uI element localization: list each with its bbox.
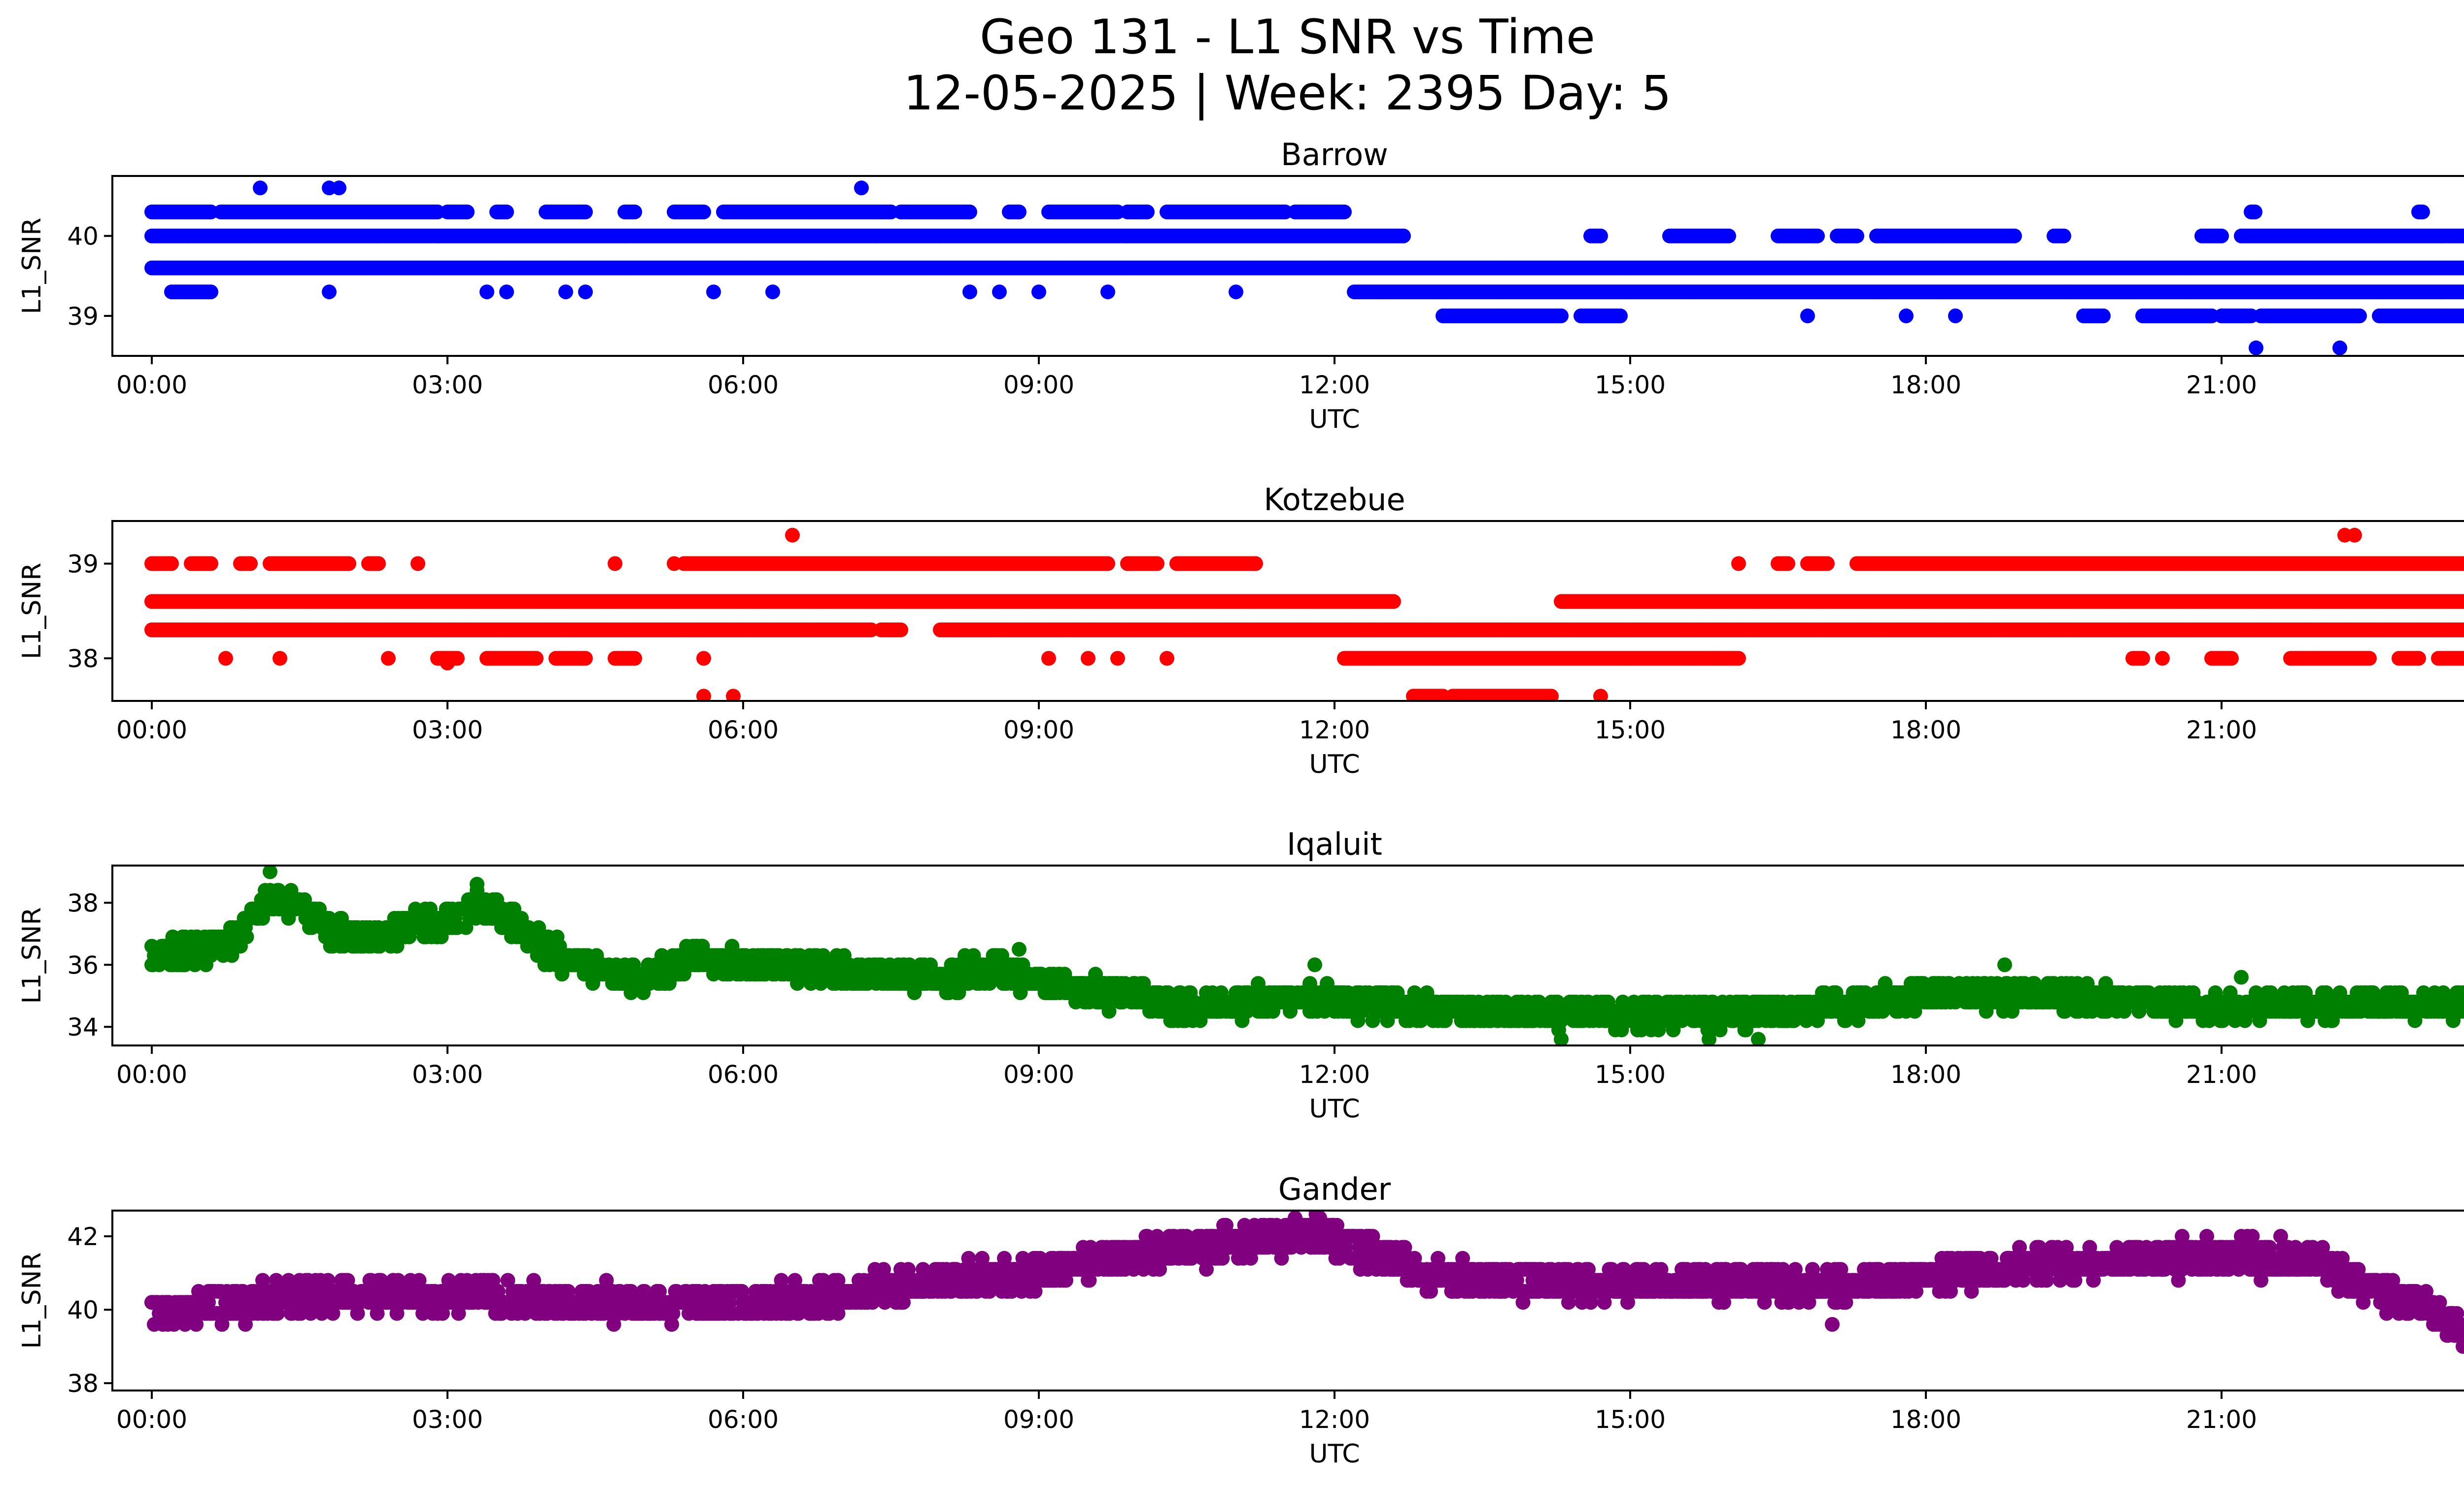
x-tick-label: 09:00 [1003,371,1074,399]
data-point [2463,231,2464,241]
outlier-point [2332,340,2347,355]
data-point [1396,228,1411,243]
outlier-point [765,284,780,300]
outlier-point [962,284,977,300]
outlier-point [499,284,514,300]
data-point [1810,228,1825,243]
outlier-point [479,284,494,300]
data-points [144,180,2464,355]
figure-title-line1: Geo 131 - L1 SNR vs Time [980,9,1595,65]
outlier-point [578,284,593,300]
data-point [627,205,642,219]
x-tick-label: 21:00 [2186,371,2257,399]
outlier-point [854,180,869,196]
outlier-point [1899,308,1914,323]
data-point [1012,205,1027,219]
data-point [1140,205,1155,219]
chart-title: Kotzebue [1264,482,1405,518]
data-point [2461,285,2464,298]
data-point [1721,228,1736,243]
data-point [499,205,514,219]
x-tick-label: 12:00 [1299,371,1370,399]
data-points [144,527,2464,701]
data-point [1849,228,1864,243]
figure-title-line2: 12-05-2025 | Week: 2395 Day: 5 [903,66,1672,121]
y-axis-label: L1_SNR [17,217,47,314]
figure-title: Geo 131 - L1 SNR vs Time 12-05-2025 | We… [0,9,2464,121]
data-point [2461,595,2464,608]
x-axis-label: UTC [1309,405,1360,434]
data-point [1613,308,1628,323]
data-point [2007,228,2022,243]
data-point [2461,310,2464,322]
x-tick-label: 15:00 [1595,371,1666,399]
chart-title: Barrow [1281,137,1388,173]
x-tick-label: 00:00 [116,371,187,399]
data-point [204,284,218,300]
outlier-point [1948,308,1963,323]
data-point [696,205,711,219]
x-tick-label: 18:00 [1890,371,1961,399]
data-point [1337,205,1352,219]
outlier-point [322,284,337,300]
outlier-point [706,284,721,300]
data-point [1386,594,1401,609]
outlier-point [1031,284,1046,300]
outlier-point [1800,308,1815,323]
outlier-point [2249,340,2263,355]
outlier-point [558,284,573,300]
data-point [2463,597,2464,606]
data-point [2463,287,2464,297]
data-point [2214,228,2229,243]
x-tick-label: 03:00 [412,371,483,399]
outlier-point [253,180,268,196]
data-point [2463,311,2464,320]
chart-barrow: Barrow 00:00 03:00 06:00 09:00 12:00 15:00 18:0… [17,137,2464,434]
data-point [2352,308,2367,323]
data-point [2415,205,2430,219]
data-point [2463,263,2464,273]
data-point [2096,308,2111,323]
data-point [578,205,593,219]
outlier-point [1229,284,1243,300]
data-point [460,205,475,219]
data-point [1554,308,1569,323]
outlier-point [1100,284,1115,300]
x-tick-label: 06:00 [708,371,779,399]
data-point [2461,261,2464,275]
data-point [2056,228,2071,243]
data-point [1593,228,1608,243]
y-tick-label: 40 [67,222,99,251]
outlier-point [992,284,1007,300]
data-point [2461,230,2464,243]
y-tick-label: 39 [67,302,99,331]
data-point [2248,205,2262,219]
data-point [962,205,977,219]
outlier-point [332,180,346,196]
